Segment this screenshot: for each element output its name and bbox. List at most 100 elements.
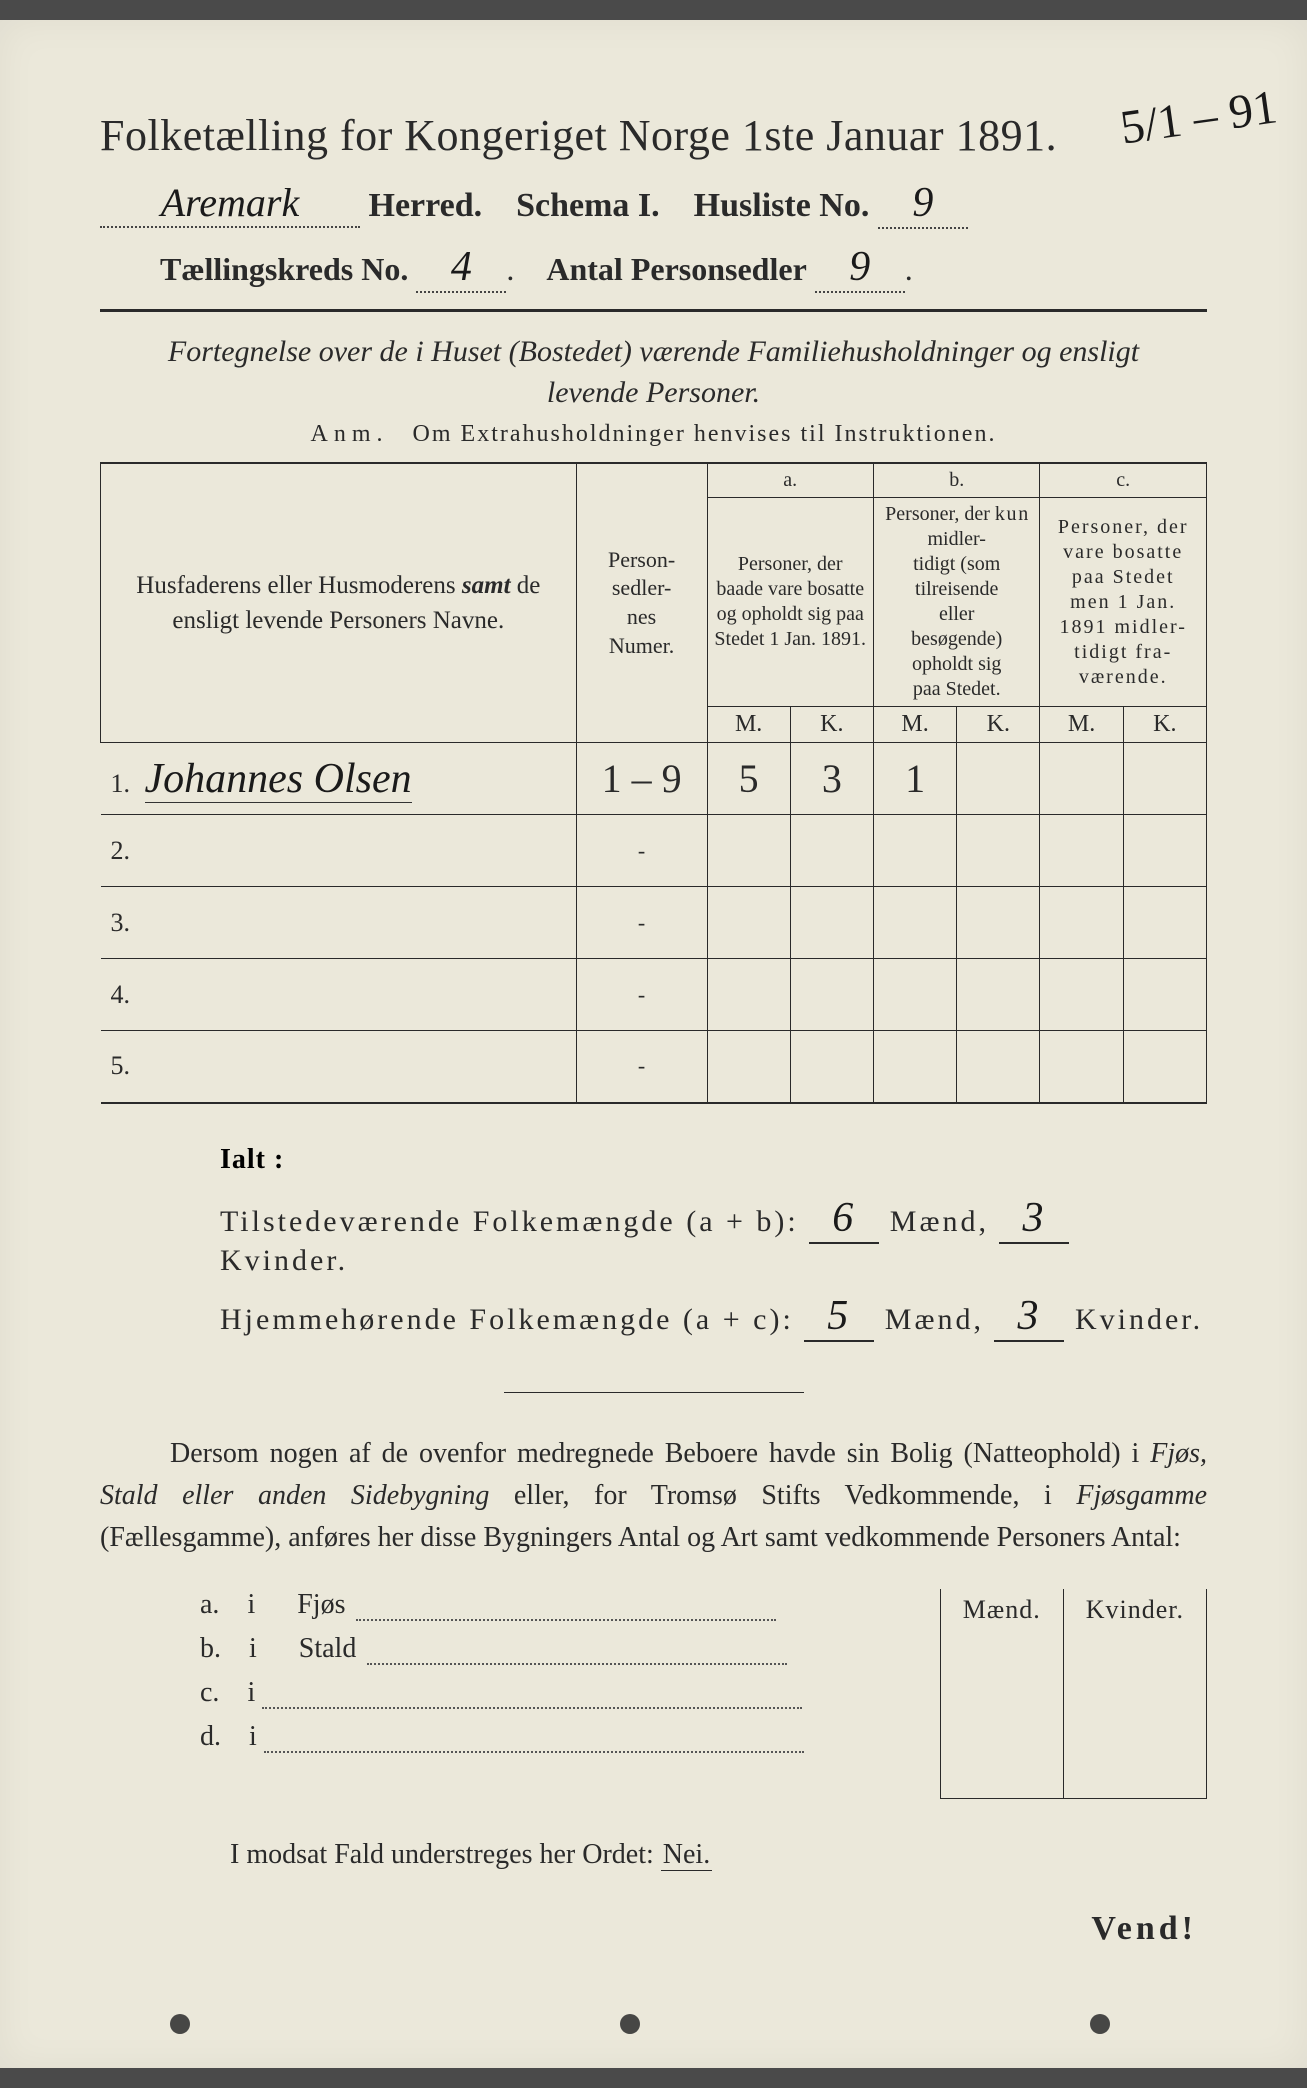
totals-row1-k: 3 (999, 1194, 1069, 1244)
row-key: a. (200, 1589, 219, 1620)
schema-label: Schema I. (516, 187, 660, 224)
table-row: 5. - (101, 1031, 1207, 1103)
row-c-k (1123, 887, 1206, 959)
row-num: 5. (111, 1051, 131, 1080)
row-c-m (1040, 959, 1123, 1031)
totals-row2-label: Hjemmehørende Folkemængde (a + c): (220, 1303, 794, 1336)
census-form-page: 5/1 – 91 Folketælling for Kongeriget Nor… (0, 20, 1307, 2068)
ialt-label: Ialt : (220, 1144, 1207, 1176)
mk-cell (1063, 1715, 1206, 1757)
group-b-label: b. (873, 463, 1039, 498)
husliste-label: Husliste No. (694, 187, 870, 224)
row-num: 3. (111, 908, 131, 937)
personsedler-value: 9 (815, 243, 905, 293)
row-b-m (873, 887, 956, 959)
anm-text: Om Extrahusholdninger henvises til Instr… (413, 421, 997, 447)
row-a-k (790, 1031, 873, 1103)
group-a-label: a. (707, 463, 873, 498)
group-c-text: Personer, dervare bosattepaa Stedetmen 1… (1040, 498, 1207, 707)
c-k-header: K. (1123, 707, 1206, 743)
divider (100, 309, 1207, 312)
row-num: 4. (111, 980, 131, 1009)
row-b-k (957, 959, 1040, 1031)
modsat-nei: Nei. (661, 1839, 712, 1871)
anm-line: Anm. Om Extrahusholdninger henvises til … (100, 421, 1207, 448)
a-m-header: M. (707, 707, 790, 743)
mk-cell (940, 1715, 1063, 1757)
row-numer: - (576, 887, 707, 959)
row-b-m: 1 (873, 743, 956, 815)
row-a-k (790, 959, 873, 1031)
subtitle-line2: levende Personer. (547, 376, 760, 409)
row-numer: - (576, 815, 707, 887)
vend-label: Vend! (1091, 1910, 1197, 1948)
row-b-m (873, 1031, 956, 1103)
dotted-line (262, 1707, 802, 1709)
building-row: b. i Stald (200, 1633, 920, 1665)
row-c-m (1040, 1031, 1123, 1103)
subtitle: Fortegnelse over de i Huset (Bostedet) v… (100, 332, 1207, 413)
building-row: a. i Fjøs (200, 1589, 920, 1621)
totals-row1-m: 6 (809, 1194, 879, 1244)
mk-cell (1063, 1673, 1206, 1715)
kvinder-label: Kvinder. (1075, 1303, 1203, 1336)
punch-hole-icon (620, 2014, 640, 2034)
row-name-cell: 5. (101, 1031, 577, 1103)
anm-label: Anm. (311, 421, 389, 447)
row-key: c. (200, 1677, 219, 1708)
kreds-value: 4 (416, 243, 506, 293)
row-name: Johannes Olsen (145, 756, 412, 803)
a-k-header: K. (790, 707, 873, 743)
header-line-3: Tællingskreds No. 4. Antal Personsedler … (100, 243, 1207, 293)
building-list: a. i Fjøs b. i Stald c. i d. i (200, 1589, 920, 1800)
row-a-m: 5 (707, 743, 790, 815)
col-numer: Person-sedler-nesNumer. (576, 463, 707, 743)
subtitle-line1: Fortegnelse over de i Huset (Bostedet) v… (168, 335, 1139, 368)
row-label: Stald (299, 1633, 357, 1664)
group-c-label: c. (1040, 463, 1207, 498)
row-c-k (1123, 1031, 1206, 1103)
kvinder-header: Kvinder. (1063, 1589, 1206, 1631)
kreds-label: Tællingskreds No. (160, 251, 408, 287)
punch-hole-icon (170, 2014, 190, 2034)
row-b-k (957, 815, 1040, 887)
maend-label: Mænd, (890, 1205, 989, 1238)
para-it2: Fjøsgamme (1076, 1480, 1207, 1511)
totals-row-2: Hjemmehørende Folkemængde (a + c): 5 Mæn… (220, 1292, 1207, 1342)
building-subtable: a. i Fjøs b. i Stald c. i d. i (100, 1589, 1207, 1800)
row-a-m (707, 815, 790, 887)
mk-cell (940, 1631, 1063, 1673)
husliste-value: 9 (878, 179, 968, 229)
row-numer: - (576, 959, 707, 1031)
mk-cell (1063, 1757, 1206, 1799)
short-divider (504, 1392, 804, 1393)
row-a-m (707, 1031, 790, 1103)
row-c-m (1040, 743, 1123, 815)
row-c-m (1040, 887, 1123, 959)
building-row: c. i (200, 1677, 920, 1709)
row-b-m (873, 815, 956, 887)
row-c-k (1123, 815, 1206, 887)
row-numer: - (576, 1031, 707, 1103)
row-label: Fjøs (297, 1589, 345, 1620)
table-row: 1. Johannes Olsen 1 – 9 5 3 1 (101, 743, 1207, 815)
group-b-text: Personer, der k u n midler-tidigt (somti… (873, 498, 1039, 707)
row-c-k (1123, 959, 1206, 1031)
row-b-k (957, 1031, 1040, 1103)
row-a-m (707, 959, 790, 1031)
totals-block: Ialt : Tilstedeværende Folkemængde (a + … (100, 1144, 1207, 1342)
date-annotation: 5/1 – 91 (1117, 79, 1280, 155)
group-a-text: Personer, der baade vare bosatte og opho… (707, 498, 873, 707)
herred-label: Herred. (369, 187, 483, 224)
col-names: Husfaderens eller Husmoderens samt de en… (101, 463, 577, 743)
dotted-line (356, 1619, 776, 1621)
mk-cell (940, 1757, 1063, 1799)
instruction-paragraph: Dersom nogen af de ovenfor medregnede Be… (100, 1433, 1207, 1559)
row-numer: 1 – 9 (576, 743, 707, 815)
b-k-header: K. (957, 707, 1040, 743)
modsat-text: I modsat Fald understreges her Ordet: (230, 1839, 654, 1870)
row-name-cell: 2. (101, 815, 577, 887)
c-m-header: M. (1040, 707, 1123, 743)
row-a-k: 3 (790, 743, 873, 815)
building-row: d. i (200, 1721, 920, 1753)
